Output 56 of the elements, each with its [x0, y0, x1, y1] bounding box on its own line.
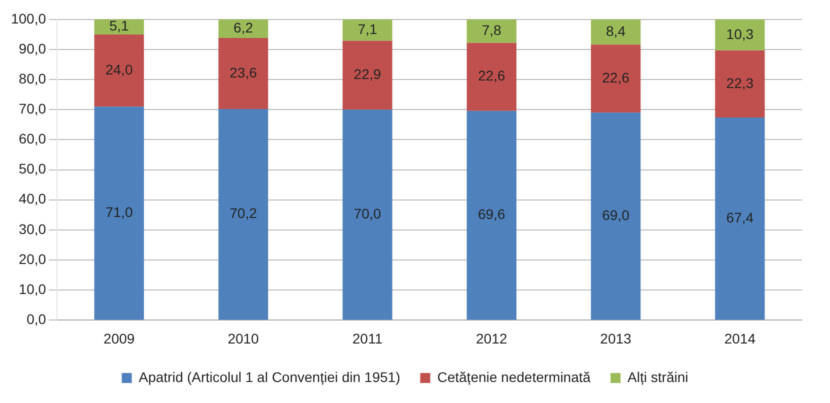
bar: [94, 34, 144, 107]
y-tick-label: 0,0: [26, 311, 46, 328]
data-label: 69,0: [602, 207, 630, 224]
bar: [218, 19, 268, 38]
data-label: 5,1: [109, 18, 130, 34]
y-tick-label: 70,0: [18, 100, 46, 116]
data-label: 10,3: [726, 26, 754, 42]
x-tick-label: 2012: [476, 330, 508, 346]
data-label: 8,4: [606, 22, 626, 39]
y-tick-label: 80,0: [18, 70, 46, 86]
data-label: 7,8: [482, 22, 502, 38]
data-label: 69,6: [478, 206, 506, 222]
legend-label: Alți străini: [628, 368, 688, 385]
data-label: 22,6: [478, 68, 506, 84]
bar: [590, 112, 641, 320]
y-tick-label: 90,0: [18, 40, 46, 56]
y-tick-label: 60,0: [18, 130, 46, 147]
data-label: 67,4: [726, 209, 754, 226]
y-tick-label: 100,0: [10, 10, 46, 26]
data-label: 24,0: [105, 61, 133, 78]
legend-label: Cetățenie nedeterminată: [437, 368, 591, 385]
data-label: 22,6: [602, 70, 630, 86]
data-label: 23,6: [230, 64, 258, 80]
data-label: 70,0: [354, 206, 382, 222]
bar: [466, 110, 516, 320]
x-tick-label: 2010: [228, 330, 260, 346]
y-tick-label: 50,0: [18, 160, 46, 177]
legend-label: Apatrid (Articolul 1 al Convenției din 1951): [138, 368, 400, 385]
data-label: 71,0: [105, 204, 133, 220]
data-label: 22,3: [726, 74, 754, 91]
bar: [218, 109, 268, 320]
y-tick-label: 30,0: [18, 220, 46, 237]
data-label: 6,2: [234, 20, 254, 36]
y-tick-label: 40,0: [18, 190, 46, 207]
bar: [590, 19, 641, 45]
bar: [715, 19, 765, 50]
bar: [94, 19, 144, 34]
x-tick-label: 2009: [104, 330, 135, 346]
bar: [466, 42, 516, 111]
data-label: 22,9: [354, 66, 382, 82]
bar: [342, 40, 392, 110]
y-tick-label: 10,0: [18, 280, 46, 297]
bar: [590, 44, 641, 113]
x-tick-label: 2014: [724, 330, 756, 346]
bar: [94, 106, 144, 320]
y-tick-label: 20,0: [18, 250, 46, 267]
data-label: 70,2: [230, 205, 258, 222]
bar: [342, 19, 392, 41]
bar: [715, 117, 765, 320]
x-tick-label: 2011: [352, 330, 383, 346]
bar: [218, 38, 268, 110]
bar: [342, 110, 392, 320]
x-tick-label: 2013: [600, 330, 632, 346]
bar: [466, 19, 516, 43]
bar: [715, 50, 765, 118]
data-label: 7,1: [358, 20, 378, 37]
